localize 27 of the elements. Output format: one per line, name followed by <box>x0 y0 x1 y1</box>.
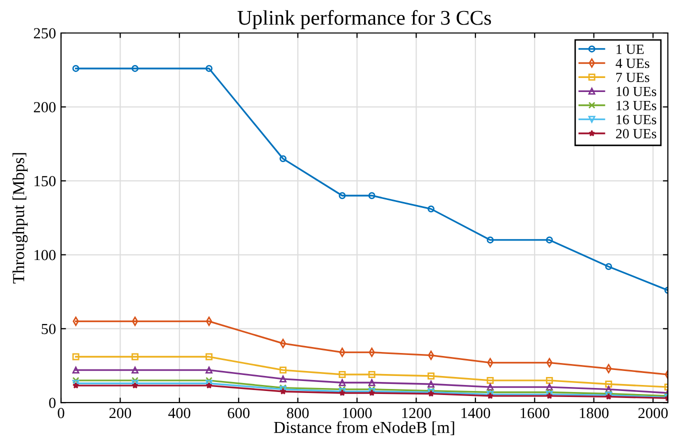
legend-label: 20 UEs <box>616 129 656 138</box>
x-tick-label: 600 <box>228 408 250 418</box>
legend-label: 10 UEs <box>616 86 656 96</box>
legend-label: 13 UEs <box>616 100 656 110</box>
x-tick-label: 1200 <box>402 408 431 418</box>
legend-label: 16 UEs <box>616 114 656 124</box>
x-tick-label: 0 <box>58 408 64 418</box>
legend-label: 1 UE <box>616 44 644 54</box>
y-tick-label: 50 <box>42 324 56 334</box>
x-tick-label: 1800 <box>580 408 609 418</box>
x-tick-label: 200 <box>109 408 132 418</box>
chart-title: Uplink performance for 3 CCs <box>238 10 491 30</box>
y-tick-label: 0 <box>49 398 56 408</box>
x-tick-label: 1600 <box>520 408 550 418</box>
y-tick-label: 250 <box>34 28 56 38</box>
x-axis-title: Distance from eNodeB [m] <box>274 421 454 436</box>
x-tick-label: 2000 <box>638 408 668 418</box>
y-tick-label: 150 <box>34 176 56 186</box>
legend-label: 7 UEs <box>616 72 650 82</box>
y-axis-title: Throughput [Mbps] <box>12 153 28 284</box>
y-tick-label: 200 <box>34 102 56 112</box>
x-tick-label: 800 <box>286 408 309 418</box>
x-tick-label: 1400 <box>461 408 490 418</box>
y-tick-label: 100 <box>34 250 56 260</box>
x-tick-label: 1000 <box>343 408 372 418</box>
legend-label: 4 UEs <box>616 58 650 68</box>
x-tick-label: 400 <box>168 408 190 418</box>
